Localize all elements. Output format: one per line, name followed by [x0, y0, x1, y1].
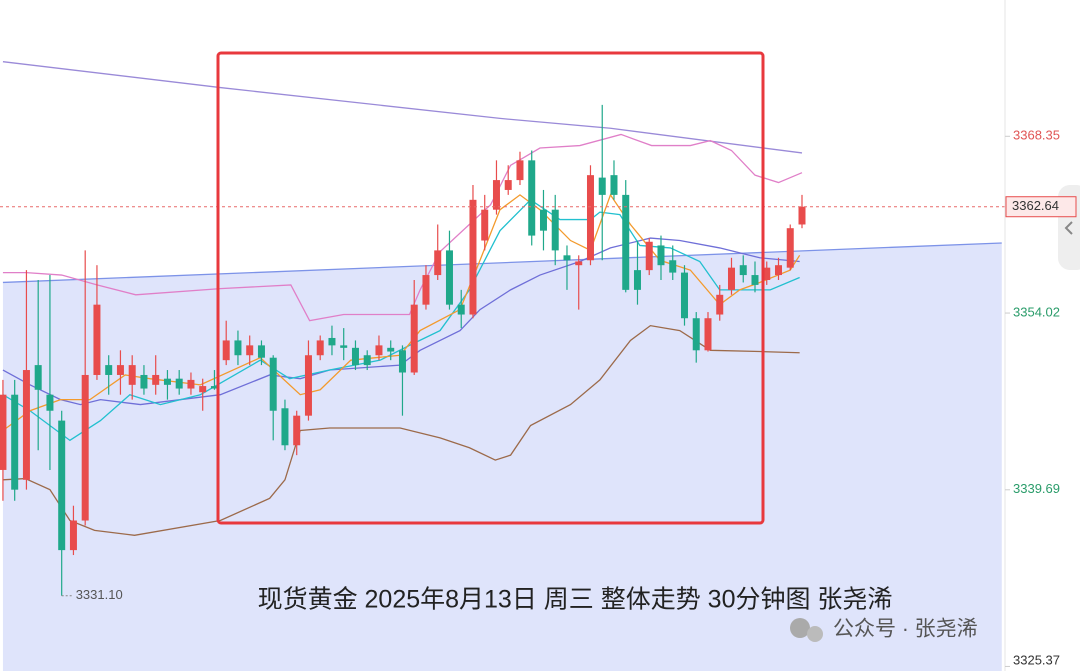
candle-body	[163, 378, 171, 385]
candle-body	[328, 337, 336, 346]
candle-body	[633, 270, 641, 290]
indicator-line	[2, 198, 800, 442]
y-tick-label: 3325.37	[1013, 652, 1060, 667]
last-price-label: 3362.64	[1012, 198, 1059, 213]
low-label: 3331.10	[76, 587, 123, 602]
candle-body	[187, 379, 195, 389]
candle-body	[539, 209, 547, 231]
trendline	[2, 242, 1002, 284]
candle-body	[763, 267, 771, 280]
y-tick-label: 3354.02	[1013, 304, 1060, 319]
y-tick-label: 3368.35	[1013, 128, 1060, 143]
candle-body	[116, 365, 124, 375]
candle-body	[798, 206, 806, 225]
watermark-text: 公众号 · 张尧浠	[833, 618, 978, 641]
candle-body	[469, 199, 477, 315]
candle-body	[774, 265, 782, 276]
candle-body	[622, 194, 630, 290]
candle-body	[387, 347, 395, 352]
watermark: 公众号 · 张尧浠	[790, 618, 978, 642]
indicator-line	[2, 133, 803, 322]
candle-body	[69, 520, 77, 551]
candle-body	[704, 318, 712, 351]
y-tick-label: 3339.69	[1013, 481, 1060, 496]
candle-body	[645, 241, 653, 271]
candle-body	[222, 340, 230, 361]
candle-body	[504, 180, 512, 190]
last-price-box	[1005, 196, 1077, 218]
candle-body	[575, 261, 583, 266]
candle-body	[692, 318, 700, 351]
candle-body	[751, 275, 759, 285]
candle-body	[528, 160, 536, 236]
candle-body	[363, 355, 371, 366]
candle-body	[175, 378, 183, 389]
candle-body	[516, 160, 524, 181]
indicator-line	[2, 61, 803, 154]
candle-body	[457, 304, 465, 315]
candle-body	[586, 175, 594, 261]
candle-body	[422, 275, 430, 305]
candle-body	[22, 370, 30, 480]
candle-body	[434, 250, 442, 276]
candle-body	[128, 365, 136, 385]
chart-title: 现货黄金 2025年8月13日 周三 整体走势 30分钟图 张尧浠	[258, 586, 893, 614]
candle-body	[316, 340, 324, 356]
candle-body	[398, 350, 406, 373]
candle-body	[34, 365, 42, 390]
candle-body	[140, 374, 148, 389]
candle-body	[234, 340, 242, 356]
candle-body	[0, 394, 7, 470]
candle-body	[93, 304, 101, 375]
indicator-line	[2, 324, 800, 536]
candle-body	[210, 386, 218, 389]
candle-body	[152, 374, 160, 385]
highlight-box	[216, 51, 765, 525]
candle-body	[410, 304, 418, 373]
candle-body	[58, 420, 66, 551]
candle-body	[81, 374, 89, 521]
candle-body	[257, 345, 265, 358]
wechat-icon	[807, 626, 823, 642]
candle-body	[199, 386, 207, 393]
candle-body	[669, 260, 677, 273]
candle-body	[340, 345, 348, 348]
candle-body	[281, 408, 289, 446]
candle-body	[375, 345, 383, 356]
candle-body	[716, 294, 724, 315]
plot-area: 3331.10	[0, 61, 1005, 671]
candle-body	[105, 365, 113, 375]
candle-body	[445, 250, 453, 305]
indicator-line	[2, 237, 800, 406]
candle-body	[657, 245, 665, 266]
candle-body	[351, 347, 359, 366]
tab-arrow	[1064, 221, 1073, 235]
candle-body	[11, 394, 19, 490]
candle-body	[481, 209, 489, 241]
candle-body	[46, 394, 54, 411]
wechat-icon	[790, 618, 810, 638]
candle-body	[727, 267, 735, 290]
candle-body	[598, 177, 606, 195]
candle-body	[739, 265, 747, 276]
candle-body	[293, 415, 301, 446]
candle-body	[269, 357, 277, 411]
candle-body	[680, 272, 688, 319]
candle-body	[304, 355, 312, 416]
candle-body	[610, 175, 618, 195]
candle-body	[563, 255, 571, 261]
candle-body	[786, 228, 794, 268]
candle-body	[551, 209, 559, 251]
candle-body	[492, 180, 500, 210]
candle-body	[246, 345, 254, 356]
